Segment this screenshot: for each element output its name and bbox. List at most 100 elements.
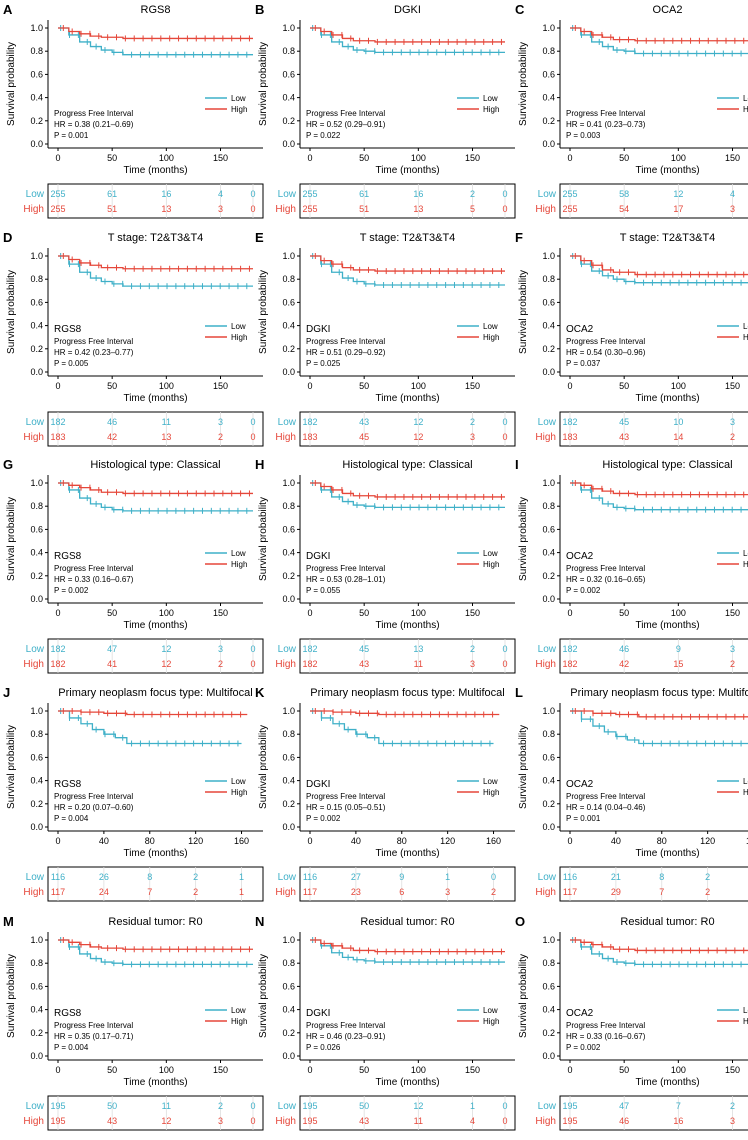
risk-count-high: 3 (730, 204, 735, 214)
risk-count-high: 183 (302, 432, 317, 442)
risk-row-label-high: High (535, 1116, 556, 1127)
x-tick-label: 100 (411, 1065, 426, 1075)
risk-count-low: 12 (413, 417, 423, 427)
y-tick-label: 0.2 (282, 344, 295, 354)
legend-label-low: Low (483, 94, 498, 103)
legend-label-high: High (483, 1017, 499, 1026)
risk-count-high: 13 (161, 432, 171, 442)
legend-label-low: Low (483, 322, 498, 331)
x-tick-label: 40 (351, 836, 361, 846)
km-panel-o: O Residual tumor: R0 0.0 0.2 0.4 0.6 0.8 1.0 Sur… (515, 914, 748, 1131)
x-tick-label: 100 (159, 608, 174, 618)
gene-label: RGS8 (54, 551, 82, 562)
legend-label-low: Low (231, 94, 246, 103)
metric-label: Progress Free Interval (306, 792, 385, 801)
legend-label-high: High (483, 105, 499, 114)
x-tick-label: 50 (359, 1065, 369, 1075)
y-axis-label: Survival probability (6, 42, 17, 126)
y-tick-label: 0.0 (30, 139, 43, 149)
risk-count-high: 3 (470, 432, 475, 442)
risk-count-low: 0 (502, 1101, 507, 1111)
gene-label: RGS8 (54, 779, 82, 790)
risk-count-low: 255 (562, 189, 577, 199)
x-tick-label: 80 (145, 836, 155, 846)
p-value: P = 0.002 (566, 586, 601, 595)
risk-row-label-low: Low (538, 189, 557, 200)
risk-count-high: 29 (611, 887, 621, 897)
panel-letter: N (255, 914, 264, 929)
risk-count-high: 0 (502, 659, 507, 669)
risk-row-label-high: High (535, 204, 556, 215)
risk-count-low: 4 (218, 189, 223, 199)
risk-count-low: 195 (302, 1101, 317, 1111)
risk-count-high: 24 (99, 887, 109, 897)
y-tick-label: 0.6 (282, 69, 295, 79)
risk-count-high: 5 (470, 204, 475, 214)
risk-count-low: 45 (359, 644, 369, 654)
x-axis-label: Time (months) (635, 393, 699, 404)
x-tick-label: 120 (700, 836, 715, 846)
p-value: P = 0.025 (306, 359, 341, 368)
risk-row-label-high: High (23, 887, 44, 898)
risk-count-low: 0 (250, 1101, 255, 1111)
risk-count-high: 43 (359, 1116, 369, 1126)
p-value: P = 0.002 (306, 814, 341, 823)
km-panel-c: C OCA2 0.0 0.2 0.4 0.6 0.8 1.0 Survival probabil… (515, 2, 748, 219)
km-panel-d: D T stage: T2&T3&T4 0.0 0.2 0.4 0.6 0.8 1.0 Surv… (3, 230, 264, 447)
series-high-curve (58, 255, 253, 270)
panel-title: Histological type: Classical (602, 459, 732, 471)
x-tick-label: 160 (234, 836, 249, 846)
x-tick-label: 50 (619, 381, 629, 391)
y-tick-label: 0.0 (30, 594, 43, 604)
x-tick-label: 0 (55, 153, 60, 163)
risk-count-low: 2 (470, 644, 475, 654)
metric-label: Progress Free Interval (306, 564, 385, 573)
y-tick-label: 1.0 (542, 251, 555, 261)
x-tick-label: 0 (567, 381, 572, 391)
series-low-curve (570, 482, 748, 511)
y-axis-label: Survival probability (518, 725, 529, 809)
series-high-curve (570, 255, 748, 276)
risk-count-low: 0 (250, 644, 255, 654)
km-panel-h: H Histological type: Classical 0.0 0.2 0.4 0.… (255, 457, 516, 674)
p-value: P = 0.001 (566, 814, 601, 823)
y-tick-label: 0.4 (542, 776, 555, 786)
risk-count-high: 2 (491, 887, 496, 897)
risk-count-low: 12 (673, 189, 683, 199)
x-tick-label: 80 (657, 836, 667, 846)
y-tick-label: 0.2 (542, 344, 555, 354)
km-panel-g: G Histological type: Classical 0.0 0.2 0.4 0.… (3, 457, 264, 674)
y-axis-label: Survival probability (6, 954, 17, 1038)
risk-count-high: 182 (50, 659, 65, 669)
risk-count-high: 0 (502, 1116, 507, 1126)
y-axis-label: Survival probability (518, 497, 529, 581)
risk-count-low: 3 (730, 417, 735, 427)
risk-count-low: 26 (99, 872, 109, 882)
y-tick-label: 0.6 (282, 981, 295, 991)
x-tick-label: 0 (567, 608, 572, 618)
risk-count-low: 10 (673, 417, 683, 427)
series-low-curve (310, 710, 494, 745)
panel-letter: L (515, 685, 523, 700)
legend-label-low: Low (743, 322, 748, 331)
risk-count-low: 2 (470, 417, 475, 427)
risk-count-low: 2 (218, 1101, 223, 1111)
panel-title: Primary neoplasm focus type: Multifocal (570, 687, 748, 699)
legend-label-low: Low (231, 549, 246, 558)
x-axis-label: Time (months) (375, 848, 439, 859)
risk-count-high: 41 (107, 659, 117, 669)
risk-table-box (47, 866, 264, 902)
km-panel-j: J Primary neoplasm focus type: Multifocal… (3, 685, 264, 902)
legend-label-high: High (231, 1017, 247, 1026)
risk-row-label-high: High (275, 1116, 296, 1127)
risk-count-high: 12 (161, 659, 171, 669)
y-tick-label: 1.0 (30, 706, 43, 716)
legend-label-low: Low (231, 777, 246, 786)
x-axis-label: Time (months) (635, 1077, 699, 1088)
panel-letter: H (255, 457, 264, 472)
gene-label: OCA2 (566, 324, 594, 335)
risk-count-low: 3 (730, 644, 735, 654)
risk-count-high: 255 (50, 204, 65, 214)
x-tick-label: 100 (671, 153, 686, 163)
risk-table-box (47, 411, 264, 447)
